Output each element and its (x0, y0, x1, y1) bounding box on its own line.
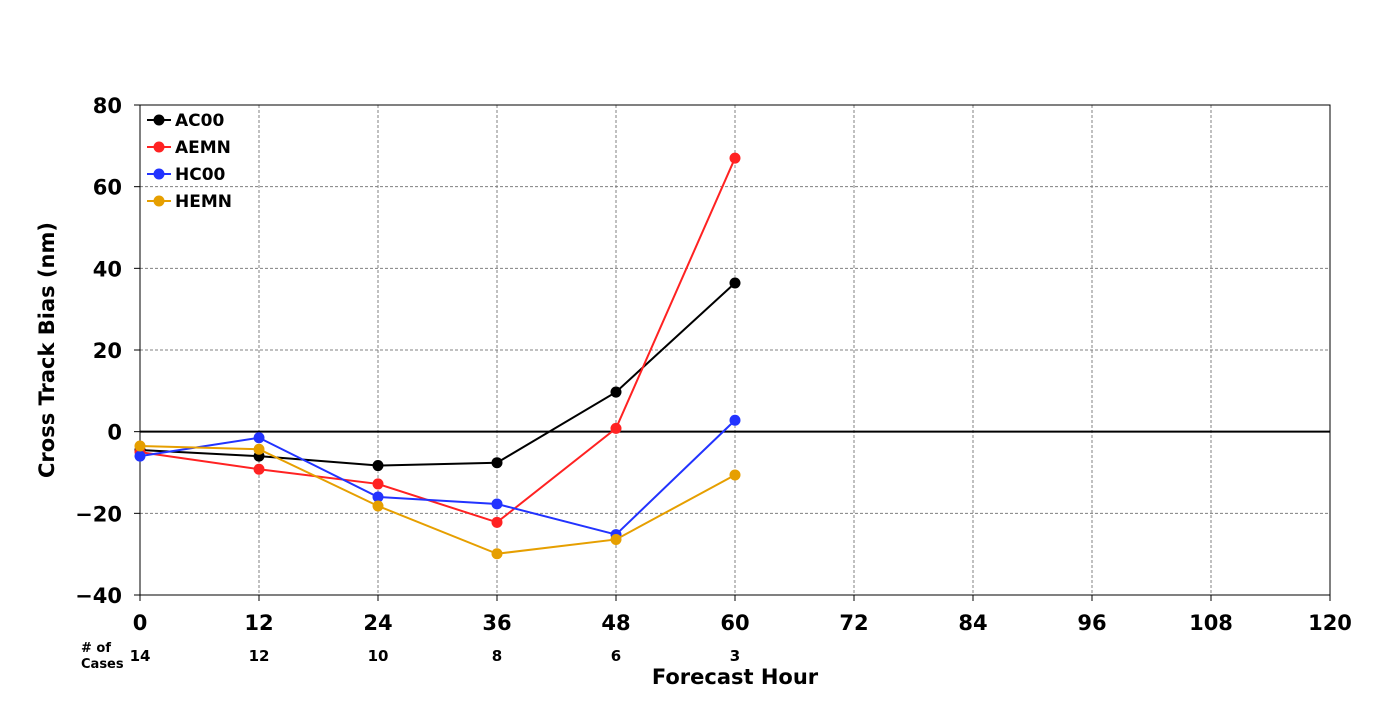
data-point-ac00 (729, 277, 741, 289)
data-point-hemn (610, 533, 622, 545)
data-point-hemn (134, 440, 146, 452)
y-tick-label: 40 (93, 257, 122, 281)
grid-layer (140, 105, 1330, 595)
y-axis-label: Cross Track Bias (nm) (35, 222, 59, 478)
data-point-ac00 (610, 386, 622, 398)
data-point-aemn (729, 152, 741, 164)
data-point-hc00 (134, 450, 146, 462)
data-point-hemn (253, 443, 265, 455)
x-axis-label: Forecast Hour (652, 665, 819, 689)
x-tick-label: 48 (601, 611, 630, 635)
data-point-aemn (253, 463, 265, 475)
data-point-hc00 (253, 432, 265, 444)
cases-label-line2: Cases (81, 657, 124, 672)
legend: AC00 AEMN HC00 HEMN (147, 111, 232, 212)
data-point-hc00 (729, 414, 741, 426)
legend-marker-hemn (153, 195, 165, 207)
legend-marker-hc00 (153, 168, 165, 180)
data-point-hemn (729, 469, 741, 481)
data-point-hc00 (372, 491, 384, 503)
cases-count: 6 (611, 647, 621, 665)
x-tick-label: 24 (363, 611, 392, 635)
legend-label-hemn: HEMN (175, 192, 232, 212)
data-point-aemn (491, 516, 503, 528)
data-point-ac00 (491, 457, 503, 469)
cases-count: 3 (730, 647, 740, 665)
x-tick-label: 84 (958, 611, 987, 635)
data-point-hemn (372, 500, 384, 512)
series-line-hc00 (139, 419, 736, 536)
legend-label-ac00: AC00 (175, 111, 224, 131)
cases-count: 8 (492, 647, 502, 665)
x-tick-label: 0 (133, 611, 148, 635)
x-tick-label: 36 (482, 611, 511, 635)
x-tick-label: 120 (1308, 611, 1352, 635)
legend-marker-ac00 (153, 114, 165, 126)
legend-label-aemn: AEMN (175, 138, 231, 158)
legend-marker-aemn (153, 141, 165, 153)
x-tick-label: 108 (1189, 611, 1233, 635)
cases-count: 14 (130, 647, 151, 665)
legend-label-hc00: HC00 (175, 165, 226, 185)
y-tick-label: 20 (93, 339, 122, 363)
cases-label-line1: # of (81, 641, 111, 656)
tick-layer: 0 12 24 36 48 60 72 84 96 108 120 −40 −20 0 20 40 60 80 (75, 94, 1352, 635)
series-line-aemn (139, 157, 736, 524)
data-point-aemn (372, 478, 384, 490)
series-line-hemn (139, 444, 736, 555)
y-tick-label: −20 (75, 502, 122, 526)
cases-count: 12 (249, 647, 270, 665)
cases-row: 14 12 10 8 6 3 (130, 647, 741, 665)
y-tick-label: 60 (93, 176, 122, 200)
data-point-hemn (491, 548, 503, 560)
x-tick-label: 72 (839, 611, 868, 635)
series-layer (134, 152, 741, 560)
x-tick-label: 60 (720, 611, 749, 635)
data-point-aemn (610, 422, 622, 434)
y-tick-label: 80 (93, 94, 122, 118)
y-tick-label: −40 (75, 584, 122, 608)
data-point-hc00 (491, 498, 503, 510)
x-tick-label: 12 (244, 611, 273, 635)
series-line-ac00 (139, 282, 736, 467)
data-point-ac00 (372, 460, 384, 472)
y-tick-label: 0 (107, 421, 122, 445)
x-tick-label: 96 (1077, 611, 1106, 635)
cases-count: 10 (368, 647, 389, 665)
